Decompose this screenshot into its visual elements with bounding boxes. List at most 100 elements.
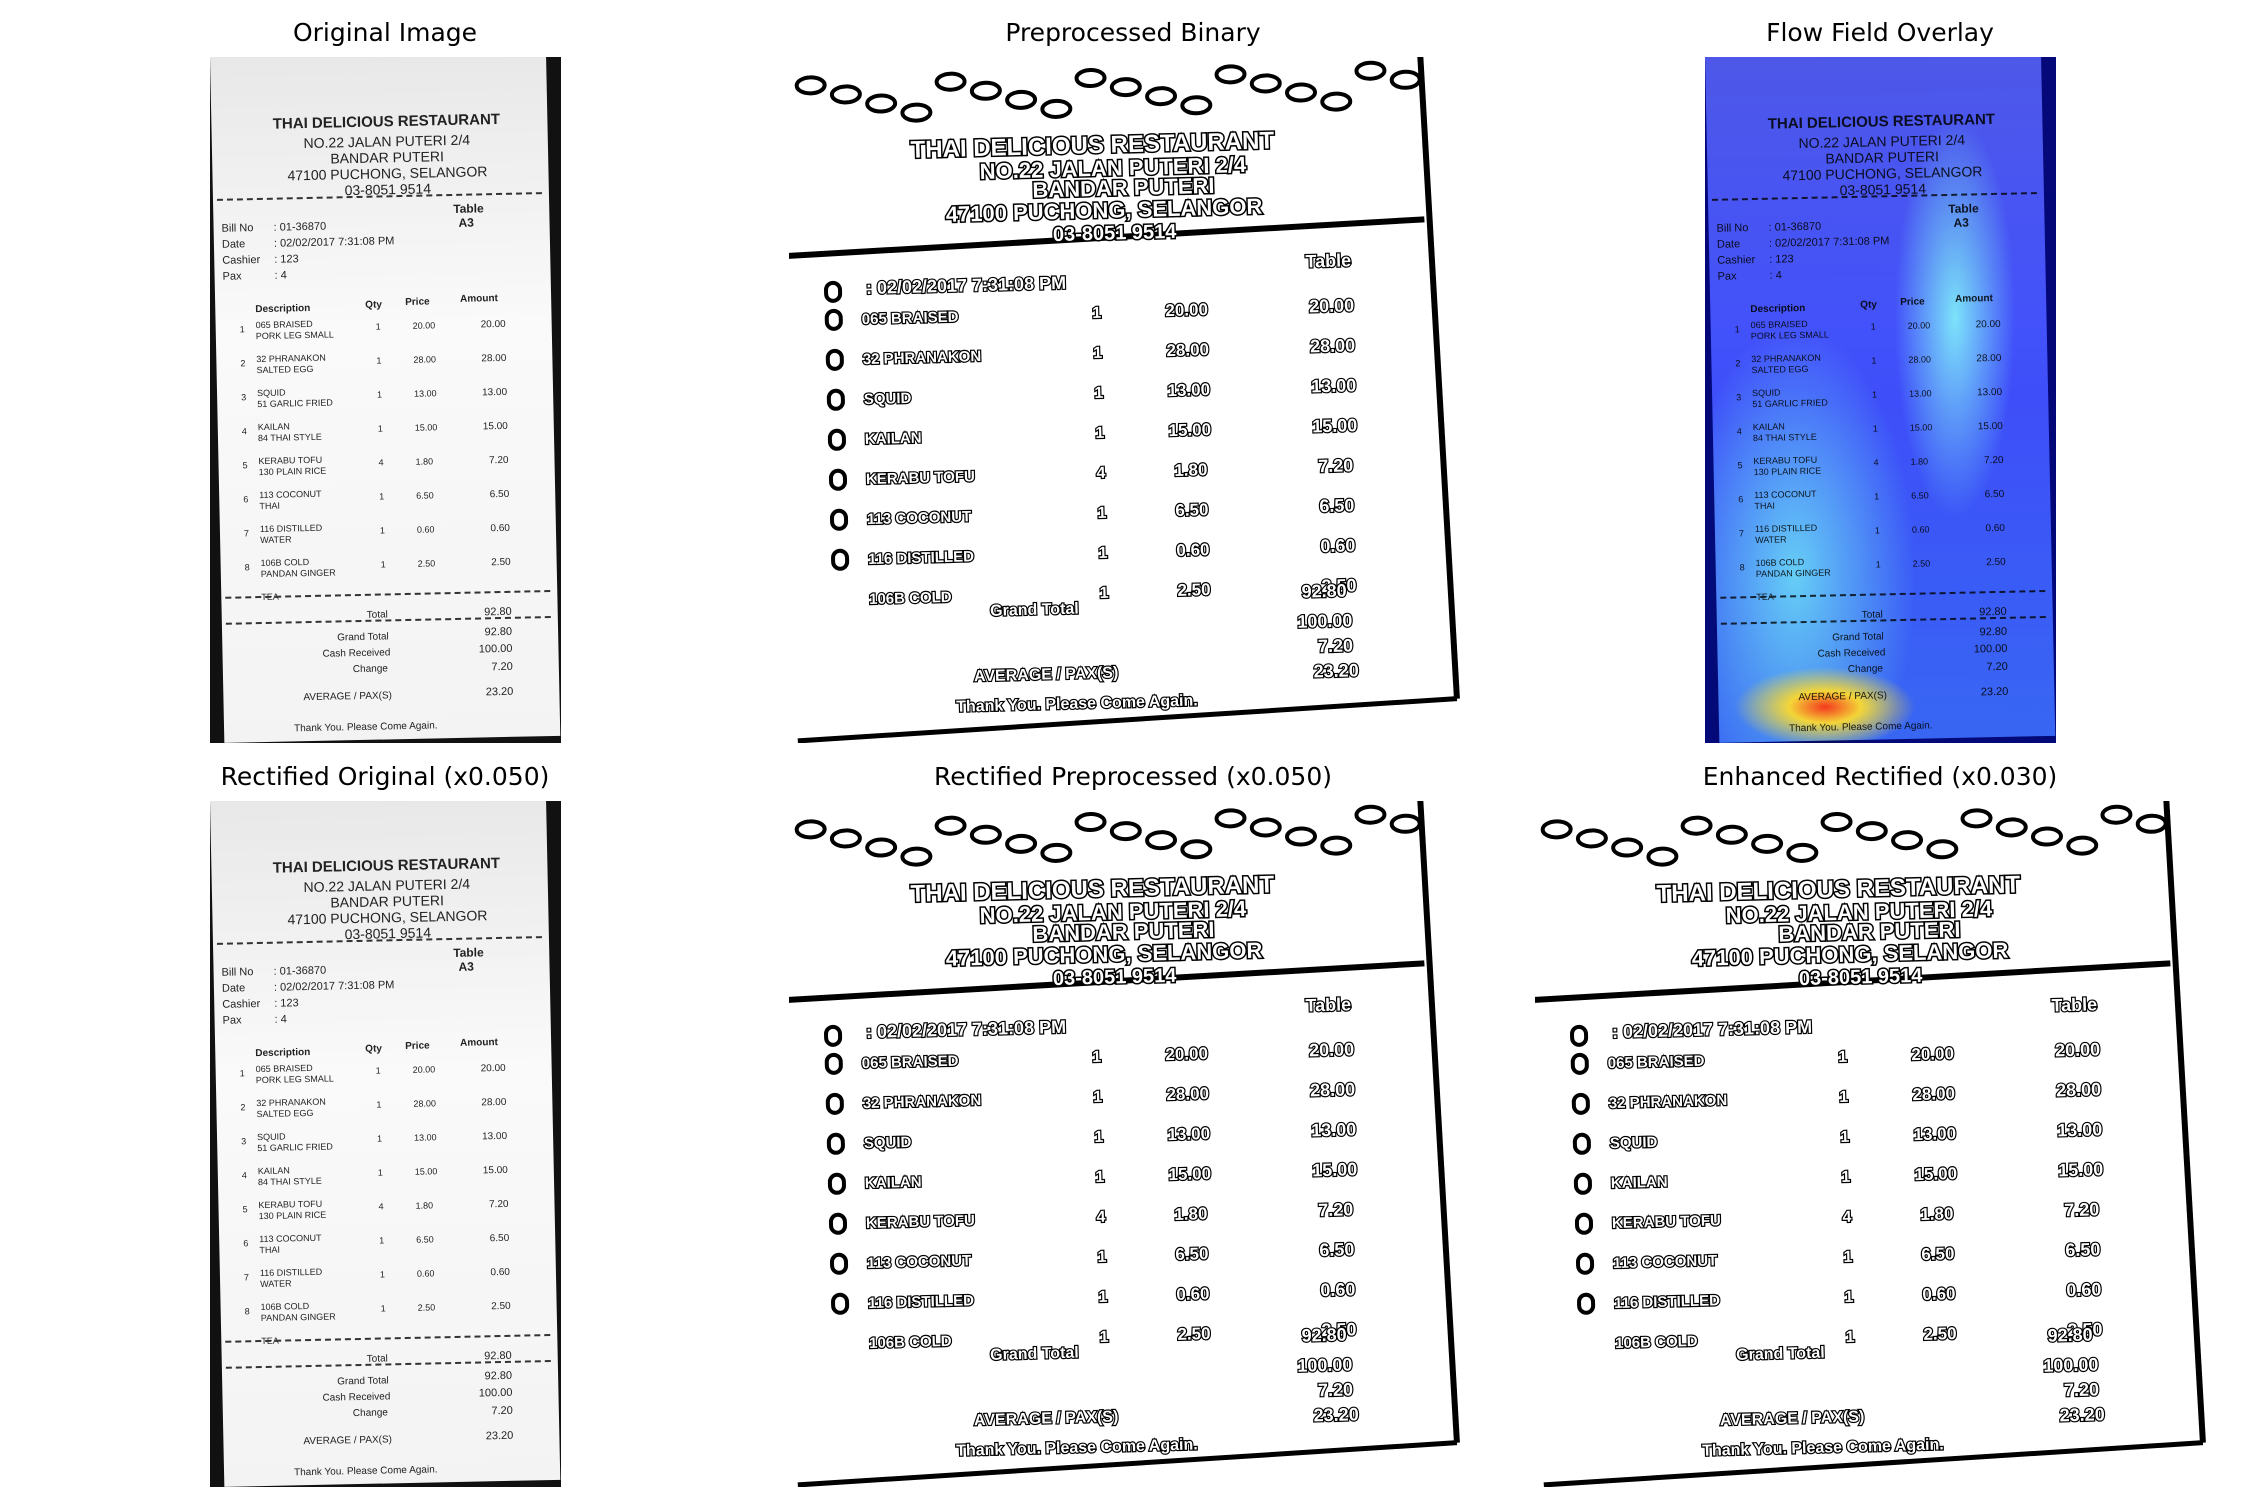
item-desc: KAILAN [257,421,290,433]
noise-blob [865,93,898,114]
item-no: 8 [244,1306,250,1317]
item-qty: 1 [377,1167,383,1178]
binary-item-desc: 116 DISTILLED [1614,1292,1720,1312]
restaurant-name: THAI DELICIOUS RESTAURANT [272,110,501,133]
binary-item-price: 1.80 [1174,460,1208,480]
title-rectified-original: Rectified Original (x0.050) [220,762,550,791]
item-desc-2: PORK LEG SMALL [255,329,334,342]
binary-item-price: 0.60 [1176,540,1210,560]
item-desc: KERABU TOFU [258,454,323,467]
average-label: AVERAGE / PAX(S) [303,690,393,704]
noise-blob [1960,808,1993,829]
noise-blob [1180,839,1213,860]
binary-average-label: AVERAGE / PAX(S) [974,665,1119,686]
item-price: 15.00 [414,422,438,433]
binary-change-value: 7.20 [1318,1379,1354,1400]
item-amount: 7.20 [488,454,509,467]
col-price: Price [405,1040,430,1052]
item-desc-2: THAI [259,500,281,512]
noise-blob [1249,817,1282,838]
binary-item-amount: 13.00 [1311,1119,1357,1140]
noise-blob [794,819,827,840]
binary-item-price: 13.00 [1167,1124,1210,1144]
binary-item-qty: 4 [1096,1209,1105,1226]
item-amount: 0.60 [490,1266,511,1279]
binary-item-qty: 1 [1094,1129,1103,1146]
binary-item-amount: 20.00 [1309,295,1355,316]
item-qty: 1 [375,1065,381,1076]
cashier-value: : 123 [274,253,299,266]
binary-address-2: BANDAR PUTERI [1032,917,1215,947]
binary-item-amount: 7.20 [1318,455,1354,476]
binary-average-value: 23.20 [1313,1404,1359,1425]
binary-item-desc: 32 PHRANAKON [863,1092,982,1112]
item-desc: 065 BRAISED [255,1062,313,1075]
binary-change-value: 7.20 [2064,1379,2100,1400]
binary-item-qty: 1 [1839,1089,1848,1106]
item-no: 7 [243,528,250,539]
noise-blob [1995,817,2028,838]
item-qty: 4 [378,457,384,468]
binary-item-qty: 1 [1092,1049,1101,1066]
table-rule [789,960,1425,1004]
item-desc-2: PANDAN GINGER [260,1311,336,1324]
binary-item-amount: 0.60 [1320,535,1356,556]
binary-item-desc: 32 PHRANAKON [1609,1092,1728,1112]
binary-item-amount: 20.00 [2055,1039,2101,1060]
noise-blob [1354,804,1387,825]
binary-item-price: 20.00 [1911,1044,1954,1064]
binary-item-amount: 2.50 [1321,1319,1357,1340]
binary-item-price: 28.00 [1912,1084,1955,1104]
right-edge [2162,801,2206,1443]
noise-blob [1715,824,1748,845]
item-no: 1 [239,1068,245,1079]
item-no: 3 [241,1136,247,1147]
binary-item-number-mark [831,548,850,571]
cash-received-label: Cash Received [322,1391,391,1404]
binary-item-number-mark [824,280,843,303]
item-amount: 6.50 [489,488,510,501]
noise-blob [1005,833,1038,854]
binary-cash-value: 100.00 [1297,610,1353,631]
noise-blob [1249,73,1282,94]
item-amount: 2.50 [491,1300,511,1313]
noise-blob [2135,813,2168,834]
binary-item-number-mark [827,428,846,451]
binary-item-desc: 106B COLD [869,1333,952,1352]
binary-item-qty: 4 [1096,465,1105,482]
item-desc: SQUID [256,1131,286,1143]
item-qty: 1 [375,321,381,332]
table-value: A3 [458,959,475,974]
item-qty: 1 [379,525,386,536]
col-price: Price [405,296,430,308]
noise-blob [1005,89,1038,110]
item-qty: 1 [377,1133,383,1144]
binary-item-desc: 065 BRAISED [862,1053,959,1073]
binary-item-number-mark [831,1292,850,1315]
item-amount: 20.00 [480,1062,506,1075]
binary-item-amount: 2.50 [1321,575,1357,596]
binary-average-label: AVERAGE / PAX(S) [974,1409,1119,1430]
binary-cash-value: 100.00 [2043,1354,2099,1375]
grand-total-value: 92.80 [484,625,513,639]
item-qty: 1 [380,1303,386,1314]
item-price: 15.00 [414,1166,438,1177]
table-value: A3 [458,215,475,230]
binary-item-qty: 1 [1838,1049,1847,1066]
noise-blob [1751,833,1784,854]
binary-total-value: 92.80 [1301,581,1347,602]
item-amount: 0.60 [490,522,511,535]
binary-average-value: 23.20 [2059,1404,2105,1425]
binary-item-desc: 113 COCONUT [867,1252,972,1272]
binary-item-number-mark [826,388,845,411]
date-value: : 02/02/2017 7:31:08 PM [273,979,395,994]
binary-phone: 03-8051 9514 [1799,965,1924,990]
original-image-panel: THAI DELICIOUS RESTAURANT NO.22 JALAN PUT… [210,57,561,743]
bill-label: Bill No [221,966,254,979]
noise-blob [1820,812,1853,833]
bill-label: Bill No [221,222,254,235]
col-description: Description [255,1046,311,1060]
item-desc-2: 84 THAI STYLE [257,1175,322,1188]
title-enhanced-rectified: Enhanced Rectified (x0.030) [1702,762,2058,791]
col-description: Description [255,302,311,316]
